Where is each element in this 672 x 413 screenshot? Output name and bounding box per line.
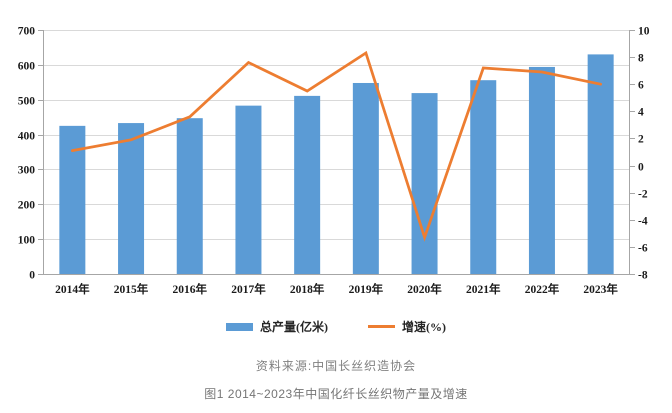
right-axis-tick-label: 10 xyxy=(638,26,650,38)
x-axis-label: 2017年 xyxy=(231,282,266,296)
left-axis-tick-label: 100 xyxy=(18,235,36,247)
x-axis-label: 2015年 xyxy=(114,282,149,296)
left-axis-tick-label: 600 xyxy=(18,61,36,73)
left-axis-tick-label: 500 xyxy=(18,96,36,108)
source-note: 资料来源:中国长丝织造协会 xyxy=(255,359,417,373)
bar-2017年 xyxy=(235,105,262,274)
x-axis-label: 2022年 xyxy=(525,282,560,296)
figure-caption: 图1 2014~2023年中国化纤长丝织物产量及增速 xyxy=(204,387,468,401)
growth-line xyxy=(70,50,602,242)
right-axis-tick-label: 2 xyxy=(638,134,644,146)
right-axis-tick-label: -4 xyxy=(638,216,648,228)
right-axis-tick-label: 6 xyxy=(638,80,644,92)
x-axis-label: 2019年 xyxy=(349,282,384,296)
right-axis-tick-label: -2 xyxy=(638,189,648,201)
bar-2015年 xyxy=(118,123,145,274)
legend-line-label: 增速(%) xyxy=(402,320,446,334)
bar-2020年 xyxy=(411,93,438,274)
right-axis-tick-label: -8 xyxy=(638,270,648,282)
chart-legend: 总产量(亿米) 增速(%) xyxy=(0,318,672,335)
right-axis-tick-label: 4 xyxy=(638,107,644,119)
x-axis-label: 2023年 xyxy=(583,282,618,296)
right-axis-tick-label: 0 xyxy=(638,162,644,174)
left-axis-tick-label: 700 xyxy=(18,26,36,38)
x-axis-label: 2014年 xyxy=(55,282,90,296)
bar-2021年 xyxy=(470,80,497,275)
x-axis-label: 2016年 xyxy=(173,282,208,296)
left-axis-tick-label: 300 xyxy=(18,165,36,177)
left-axis-tick-label: 400 xyxy=(18,131,36,143)
legend-item-growth: 增速(%) xyxy=(368,318,446,335)
left-axis-tick-label: 0 xyxy=(29,270,35,282)
bar-2016年 xyxy=(176,118,203,274)
right-axis-tick-label: 8 xyxy=(638,53,644,65)
combo-chart: 0 100 200 300 400 500 600 700 -8 -6 -4 -2 0 2 4 6 8 10 201… xyxy=(18,26,650,297)
x-axis-label: 2020年 xyxy=(407,282,442,296)
legend-line-swatch-icon xyxy=(368,325,395,328)
legend-bar-label: 总产量(亿米) xyxy=(260,320,328,334)
legend-bar-swatch-icon xyxy=(226,322,253,331)
right-axis-tick-label: -6 xyxy=(638,243,648,255)
bar-2023年 xyxy=(587,54,614,275)
x-axis-label: 2018年 xyxy=(290,282,325,296)
x-axis-label: 2021年 xyxy=(466,282,501,296)
bar-2018年 xyxy=(294,95,321,274)
bar-2022年 xyxy=(528,66,555,274)
legend-item-output: 总产量(亿米) xyxy=(226,318,328,335)
bar-2019年 xyxy=(352,82,379,275)
left-axis-tick-label: 200 xyxy=(18,200,36,212)
